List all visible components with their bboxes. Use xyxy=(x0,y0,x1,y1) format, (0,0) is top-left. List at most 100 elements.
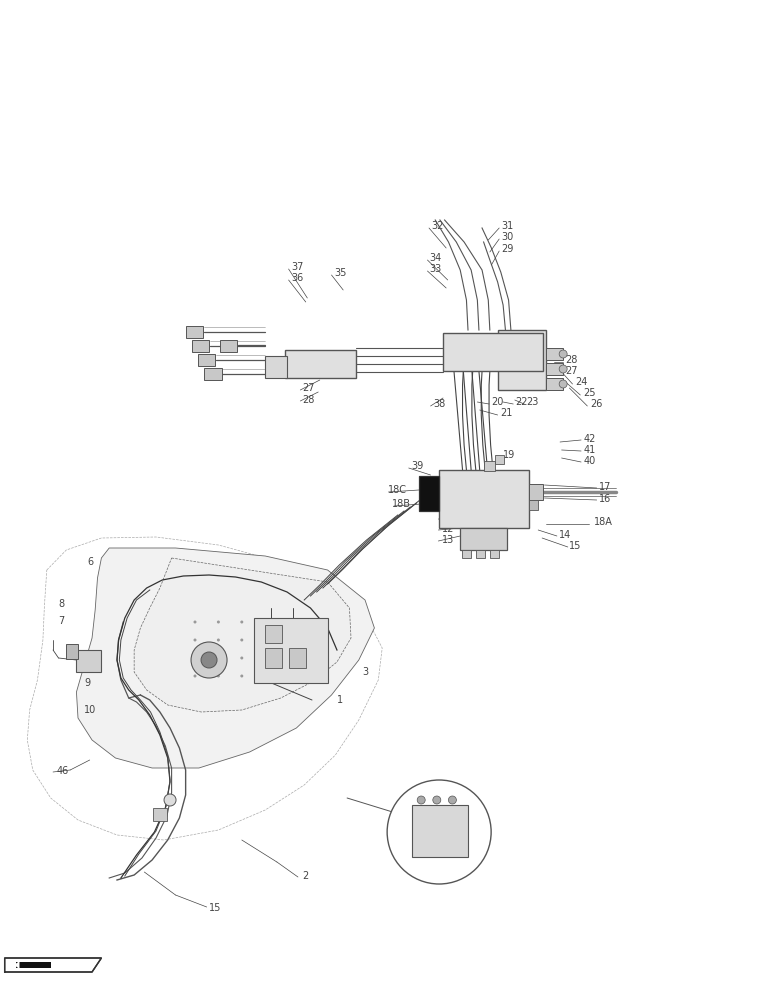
Circle shape xyxy=(387,780,491,884)
Bar xyxy=(186,326,203,338)
Circle shape xyxy=(264,674,267,678)
Bar xyxy=(495,455,504,464)
Circle shape xyxy=(191,642,227,678)
Text: 27: 27 xyxy=(303,383,315,393)
Circle shape xyxy=(217,620,220,624)
Bar xyxy=(265,648,282,668)
Text: 28: 28 xyxy=(303,395,315,405)
Circle shape xyxy=(217,657,220,660)
Text: 5: 5 xyxy=(312,635,318,645)
Circle shape xyxy=(264,657,267,660)
Text: 6: 6 xyxy=(87,557,94,567)
Text: 33: 33 xyxy=(430,264,442,274)
Text: 35: 35 xyxy=(334,268,346,278)
Circle shape xyxy=(264,639,267,642)
Bar xyxy=(204,368,222,380)
Bar xyxy=(265,625,282,643)
Text: 15: 15 xyxy=(209,903,222,913)
Text: 27: 27 xyxy=(566,366,578,376)
Text: 18A: 18A xyxy=(594,517,613,527)
Text: 31: 31 xyxy=(502,221,514,231)
Bar xyxy=(412,805,468,857)
Bar xyxy=(476,550,485,558)
Text: 22: 22 xyxy=(515,397,527,407)
Text: 32: 32 xyxy=(431,221,444,231)
Bar xyxy=(285,350,356,378)
Circle shape xyxy=(240,639,243,642)
Bar xyxy=(289,648,306,668)
Text: 11: 11 xyxy=(442,513,455,523)
Bar xyxy=(76,650,101,672)
Circle shape xyxy=(240,620,243,624)
Text: 23: 23 xyxy=(526,397,539,407)
Text: 18: 18 xyxy=(482,538,495,548)
Text: 14: 14 xyxy=(559,530,572,540)
Text: 1: 1 xyxy=(337,695,343,705)
Bar xyxy=(254,618,328,683)
Text: 3: 3 xyxy=(363,667,369,677)
Bar xyxy=(192,340,209,352)
Text: 17: 17 xyxy=(599,482,612,492)
Polygon shape xyxy=(14,961,20,969)
Text: 9: 9 xyxy=(84,678,90,688)
Text: 28: 28 xyxy=(566,355,578,365)
Text: 38: 38 xyxy=(433,399,445,409)
Bar xyxy=(462,550,471,558)
Text: 43: 43 xyxy=(433,839,445,849)
Text: 25: 25 xyxy=(583,388,596,398)
Text: 21: 21 xyxy=(500,408,512,418)
Text: 8: 8 xyxy=(58,599,65,609)
Circle shape xyxy=(240,674,243,678)
Circle shape xyxy=(240,657,243,660)
Bar xyxy=(529,500,538,510)
Text: 42: 42 xyxy=(583,434,596,444)
Bar xyxy=(153,808,167,821)
Text: 7: 7 xyxy=(58,616,65,626)
Text: 34: 34 xyxy=(430,253,442,263)
Circle shape xyxy=(193,620,197,624)
Circle shape xyxy=(164,794,176,806)
Circle shape xyxy=(201,652,217,668)
Text: 24: 24 xyxy=(576,377,588,387)
Bar xyxy=(498,330,546,390)
Circle shape xyxy=(264,620,267,624)
Bar xyxy=(220,340,237,352)
Text: 16: 16 xyxy=(599,494,612,504)
Bar xyxy=(546,363,563,375)
Text: 13: 13 xyxy=(442,535,455,545)
Circle shape xyxy=(287,620,290,624)
Text: 46: 46 xyxy=(56,766,69,776)
Circle shape xyxy=(217,639,220,642)
Text: 40: 40 xyxy=(583,456,596,466)
Text: 18B: 18B xyxy=(392,499,411,509)
Text: 12: 12 xyxy=(442,524,455,534)
Bar xyxy=(443,333,543,371)
Circle shape xyxy=(287,674,290,678)
Text: 15: 15 xyxy=(569,541,582,551)
Circle shape xyxy=(193,657,197,660)
Text: 10: 10 xyxy=(84,705,97,715)
Text: 26: 26 xyxy=(590,399,603,409)
Bar xyxy=(439,470,529,528)
Text: 36: 36 xyxy=(291,273,303,283)
Polygon shape xyxy=(5,958,101,972)
Polygon shape xyxy=(134,558,351,712)
Circle shape xyxy=(193,674,197,678)
Bar xyxy=(419,476,439,511)
Bar xyxy=(546,348,563,360)
Circle shape xyxy=(287,639,290,642)
Text: 18C: 18C xyxy=(388,485,406,495)
Circle shape xyxy=(448,796,456,804)
Polygon shape xyxy=(16,962,51,968)
Bar xyxy=(66,644,78,659)
Text: 39: 39 xyxy=(411,461,424,471)
Text: 30: 30 xyxy=(502,232,514,242)
Text: 2: 2 xyxy=(303,871,309,881)
Bar xyxy=(490,550,499,558)
Text: 20: 20 xyxy=(491,397,504,407)
Circle shape xyxy=(433,796,441,804)
Text: 41: 41 xyxy=(583,445,596,455)
Bar xyxy=(460,528,507,550)
Bar xyxy=(198,354,215,366)
Circle shape xyxy=(559,380,567,388)
